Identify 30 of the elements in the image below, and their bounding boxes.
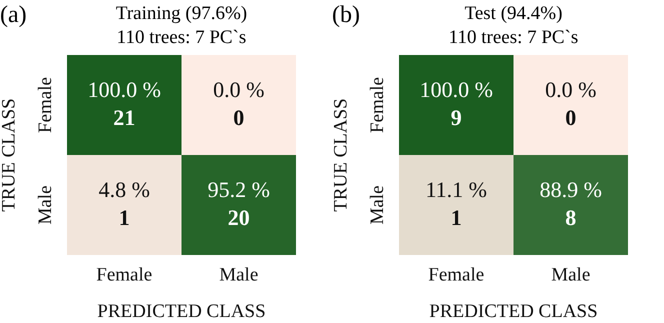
x-tick-label: Male [551,264,590,286]
data-label: 0.0 % [545,77,596,102]
data-label: 100.0 % [88,77,161,102]
data-label: 100.0 % [420,77,493,102]
x-axis-title: PREDICTED CLASS [97,301,266,322]
x-tick-label: Female [428,264,484,286]
data-label: 95.2 % [208,177,270,202]
annotation: 0 [565,105,576,130]
x-tick-label: Male [219,264,258,286]
y-axis-title: TRUE CLASS [0,98,20,212]
annotation: 1 [118,205,130,230]
data-label: 0.0 % [213,77,264,102]
annotation: 0 [233,105,244,130]
annotation: 1 [450,205,462,230]
data-label: 4.8 % [98,177,150,202]
x-axis-title: PREDICTED CLASS [429,301,598,322]
chart-subtitle: 110 trees: 7 PC`s [116,26,248,50]
chart-title: Training (97.6%) [114,2,248,26]
annotation: 21 [113,105,136,130]
chart-subtitle: 110 trees: 7 PC`s [448,26,580,50]
annotation: 8 [565,205,576,230]
annotation: 9 [450,105,462,130]
annotation: 20 [228,205,250,230]
data-label: 88.9 % [540,177,602,202]
text: (a) [0,2,27,29]
chart-title: Test (94.4%) [464,2,564,26]
text: (b) [332,2,360,29]
data-label: 11.1 % [425,177,488,202]
x-tick-label: Female [96,264,152,286]
y-axis-title: TRUE CLASS [330,98,352,212]
